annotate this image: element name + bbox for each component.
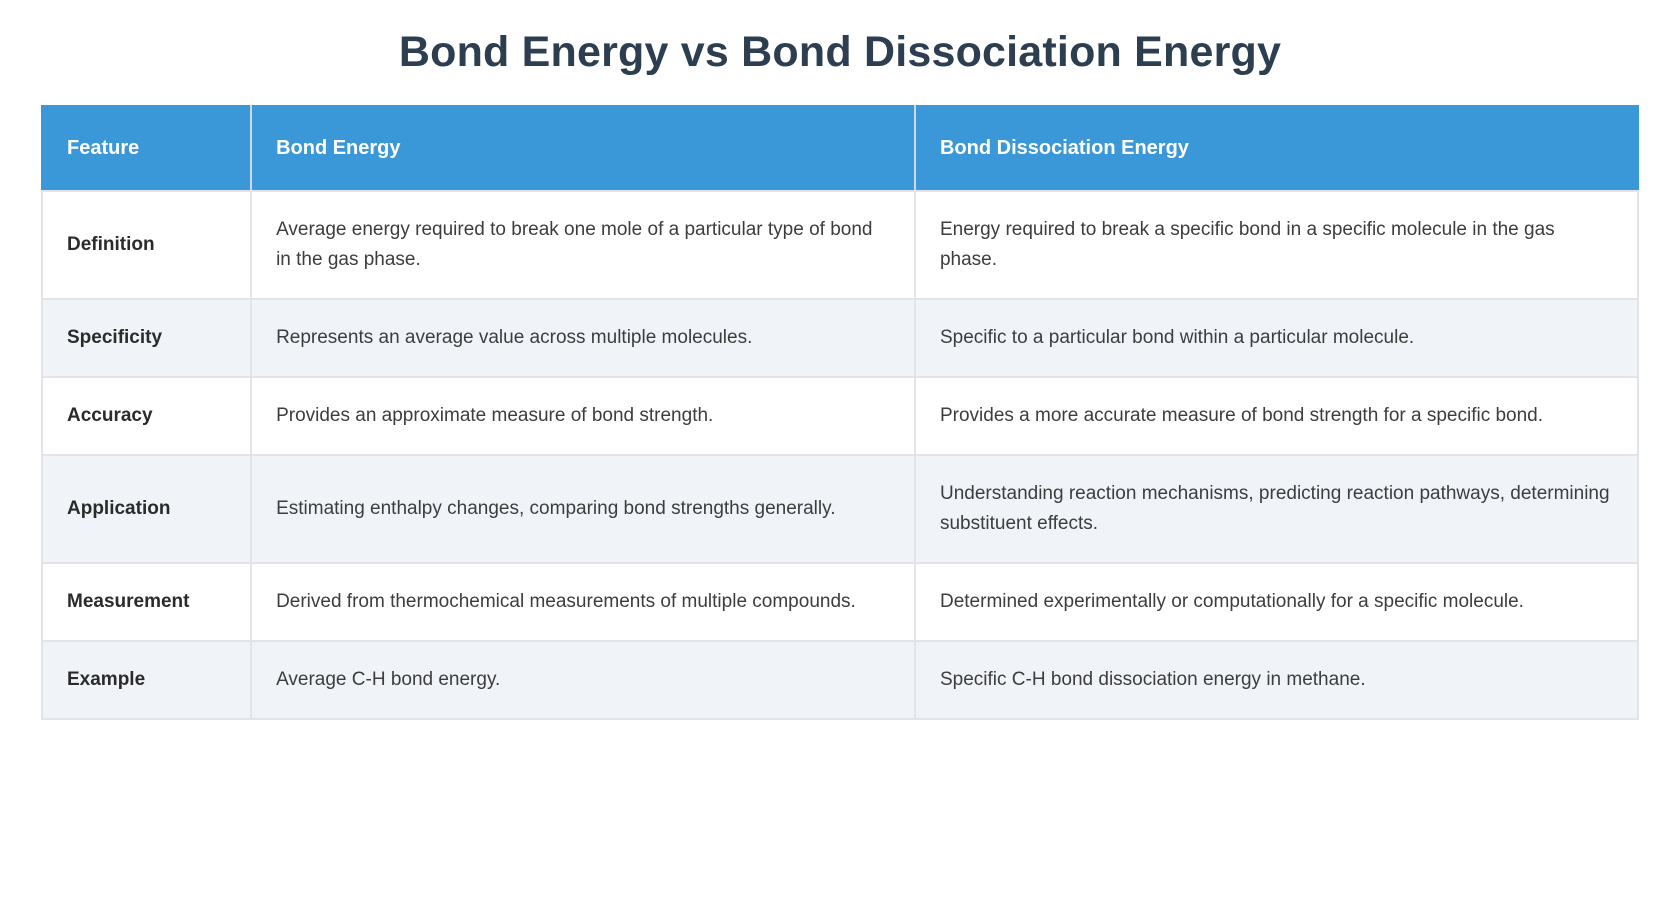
bond-energy-cell: Represents an average value across multi… — [250, 297, 916, 378]
bond-dissociation-energy-cell: Determined experimentally or computation… — [913, 561, 1640, 642]
bond-energy-cell: Average C-H bond energy. — [250, 639, 916, 720]
comparison-table: Feature Bond Energy Bond Dissociation En… — [40, 104, 1640, 720]
bond-energy-cell: Average energy required to break one mol… — [250, 189, 916, 300]
page-container: Bond Energy vs Bond Dissociation Energy … — [0, 26, 1680, 720]
bond-energy-cell: Estimating enthalpy changes, comparing b… — [250, 453, 916, 564]
feature-label: Specificity — [40, 297, 253, 378]
bond-dissociation-energy-cell: Specific to a particular bond within a p… — [913, 297, 1640, 378]
feature-label: Definition — [40, 189, 253, 300]
feature-label: Example — [40, 639, 253, 720]
table-row: Application Estimating enthalpy changes,… — [40, 453, 1640, 564]
table-row: Definition Average energy required to br… — [40, 189, 1640, 300]
bond-dissociation-energy-cell: Provides a more accurate measure of bond… — [913, 375, 1640, 456]
header-row: Feature Bond Energy Bond Dissociation En… — [40, 104, 1640, 192]
feature-label: Application — [40, 453, 253, 564]
bond-dissociation-energy-cell: Understanding reaction mechanisms, predi… — [913, 453, 1640, 564]
bond-dissociation-energy-cell: Energy required to break a specific bond… — [913, 189, 1640, 300]
feature-label: Measurement — [40, 561, 253, 642]
table-row: Specificity Represents an average value … — [40, 297, 1640, 378]
table-row: Example Average C-H bond energy. Specifi… — [40, 639, 1640, 720]
bond-energy-cell: Derived from thermochemical measurements… — [250, 561, 916, 642]
bond-energy-cell: Provides an approximate measure of bond … — [250, 375, 916, 456]
column-header-feature: Feature — [40, 104, 253, 192]
table-row: Accuracy Provides an approximate measure… — [40, 375, 1640, 456]
bond-dissociation-energy-cell: Specific C-H bond dissociation energy in… — [913, 639, 1640, 720]
feature-label: Accuracy — [40, 375, 253, 456]
table-body: Definition Average energy required to br… — [40, 189, 1640, 720]
column-header-bond-energy: Bond Energy — [250, 104, 916, 192]
table-row: Measurement Derived from thermochemical … — [40, 561, 1640, 642]
column-header-bond-dissociation-energy: Bond Dissociation Energy — [913, 104, 1640, 192]
table-header: Feature Bond Energy Bond Dissociation En… — [40, 104, 1640, 192]
page-title: Bond Energy vs Bond Dissociation Energy — [398, 28, 1282, 76]
